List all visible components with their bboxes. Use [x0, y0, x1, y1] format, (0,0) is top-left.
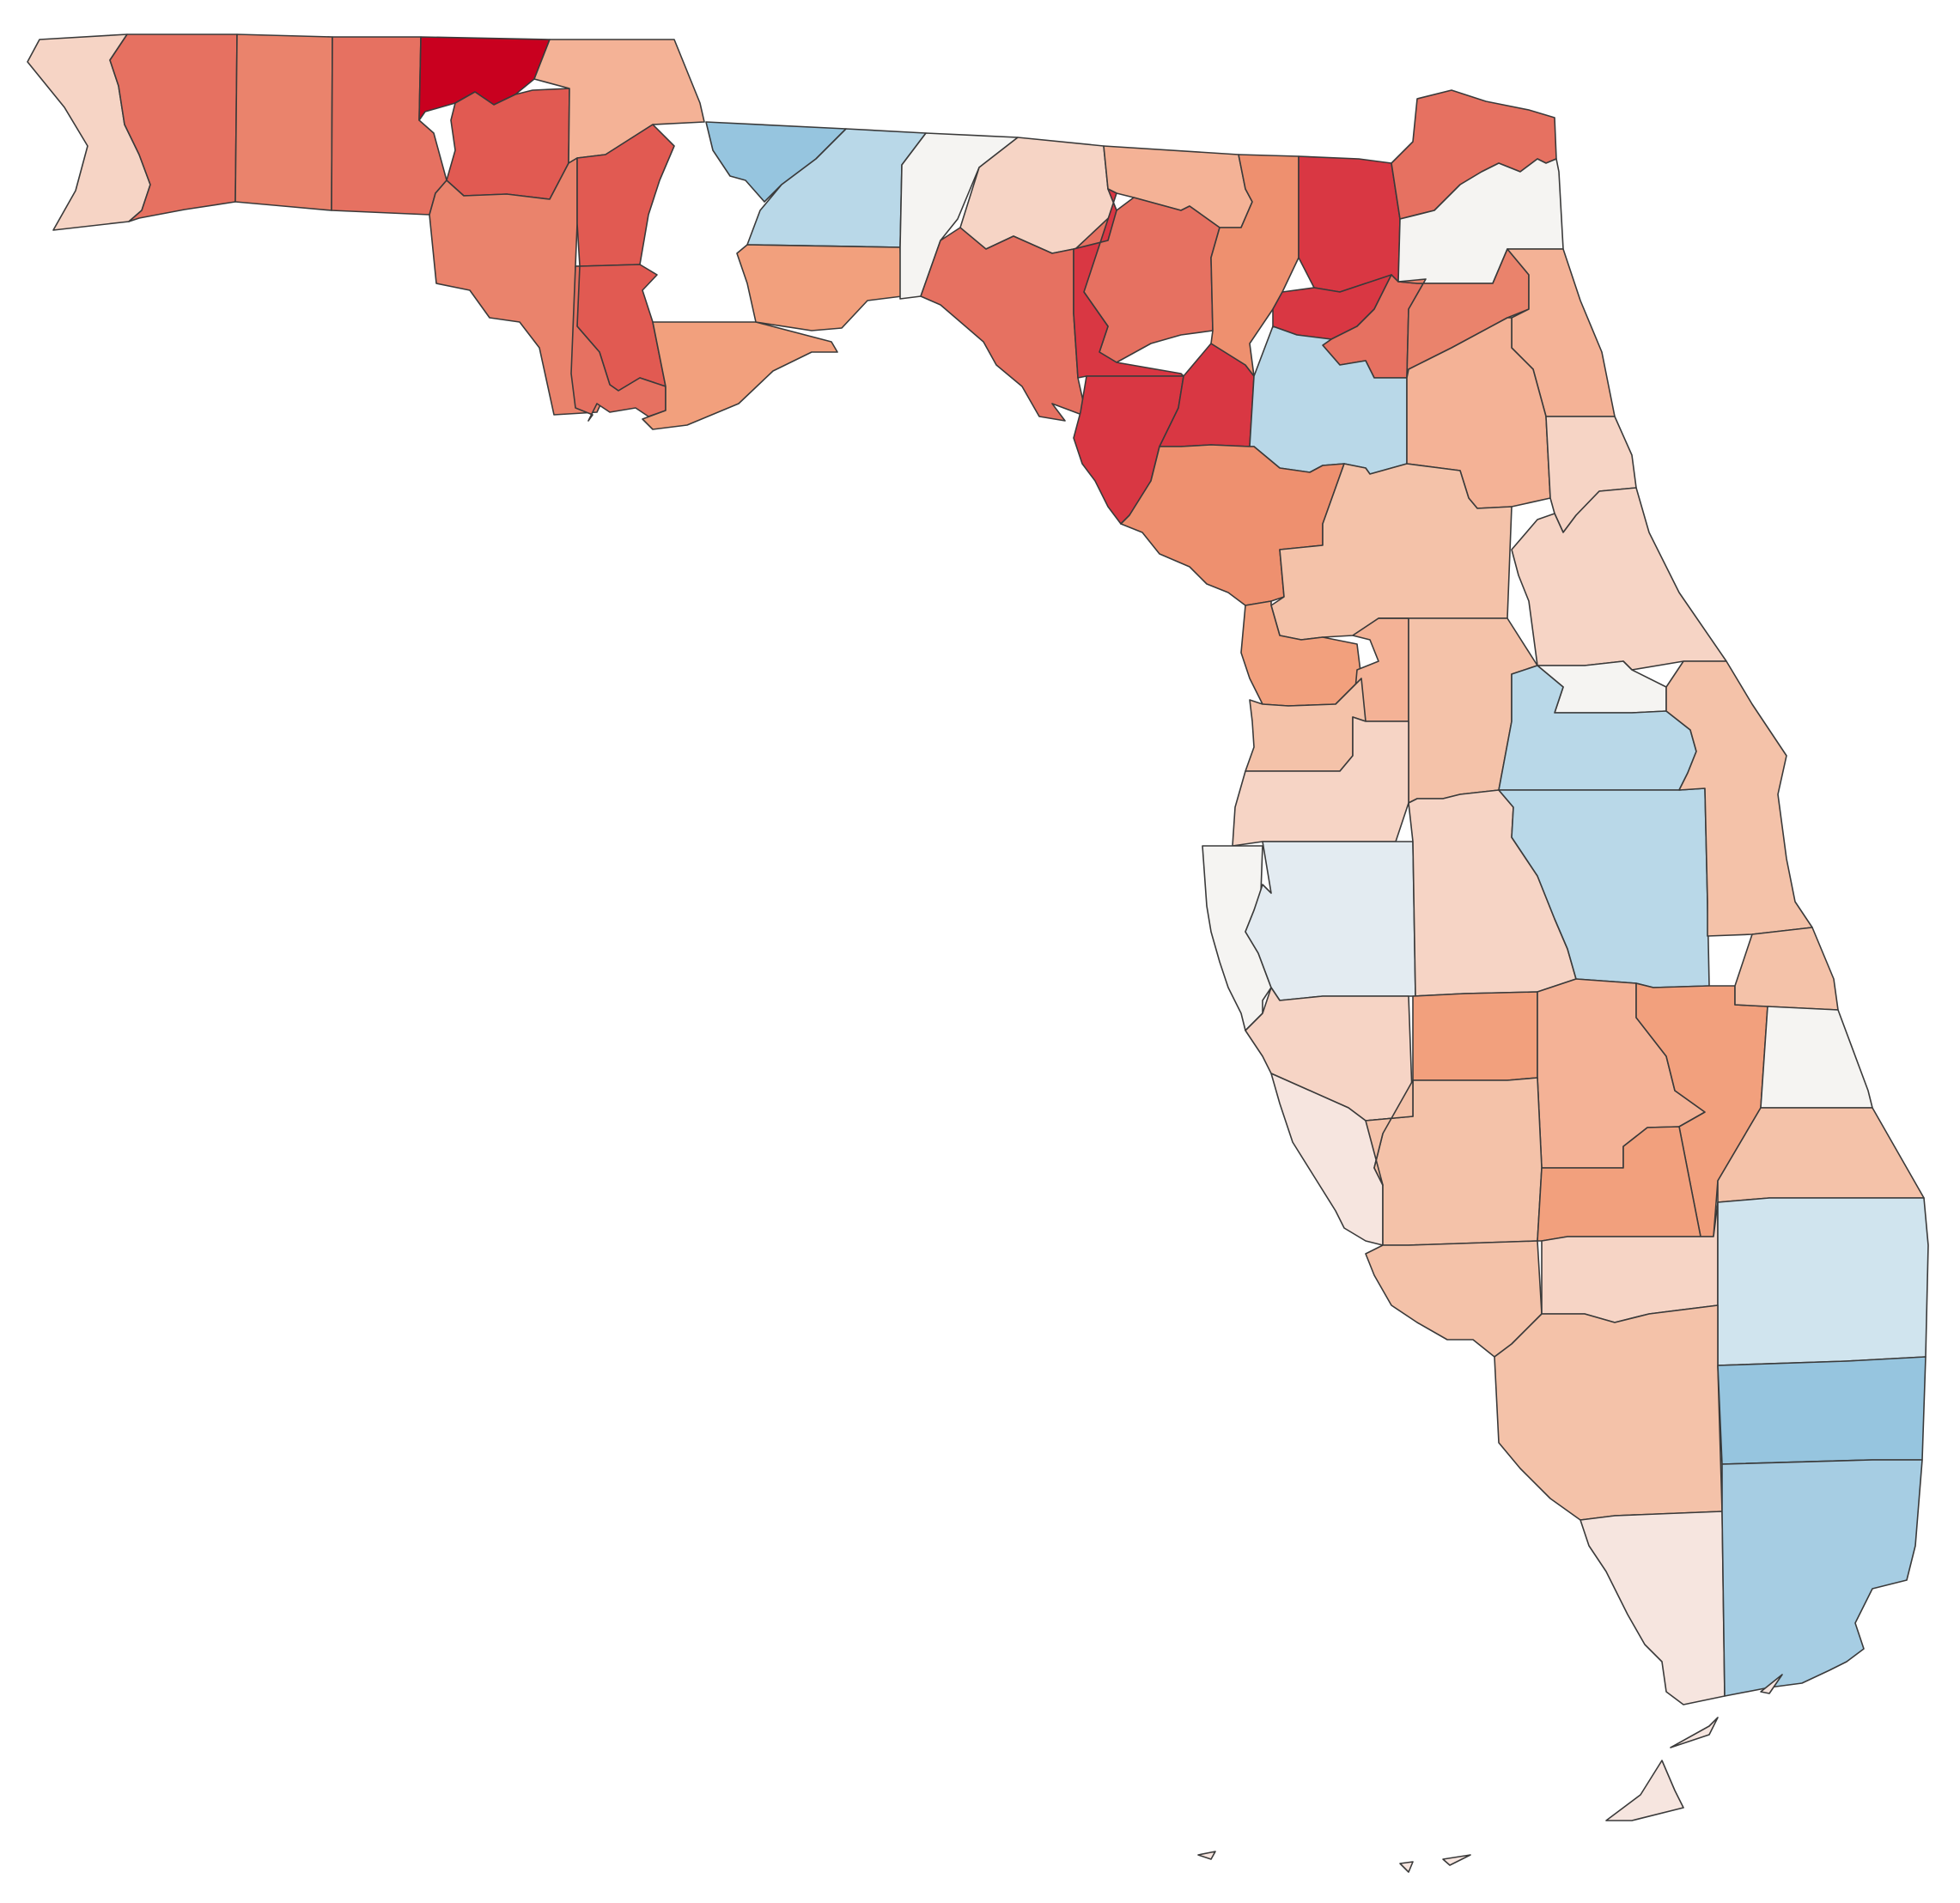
county-shapes — [27, 33, 1929, 1873]
county-miami-dade — [1721, 1459, 1923, 1697]
county-volusia — [1511, 487, 1727, 671]
county-st-lucie — [1760, 1006, 1873, 1109]
county-lee — [1365, 1240, 1543, 1358]
keys-island-2 — [1670, 1717, 1719, 1748]
county-hardee — [1412, 991, 1538, 1081]
county-citrus — [1240, 600, 1362, 707]
keys-island-6 — [1197, 1851, 1216, 1860]
keys-island-4 — [1442, 1854, 1471, 1866]
county-indian-river — [1734, 927, 1839, 1011]
county-washington — [446, 88, 570, 200]
keys-island-1 — [1605, 1760, 1684, 1821]
county-okaloosa — [234, 33, 333, 211]
county-okeechobee — [1635, 982, 1768, 1237]
county-pasco — [1232, 716, 1409, 847]
county-baker — [1298, 155, 1401, 293]
keys-island-5 — [1399, 1861, 1414, 1873]
county-wakulla — [736, 244, 903, 331]
county-palm-beach — [1717, 1197, 1929, 1366]
keys-island-3 — [1760, 1674, 1783, 1694]
county-taylor — [920, 227, 1087, 422]
county-franklin — [642, 321, 838, 430]
county-charlotte — [1365, 1079, 1414, 1186]
county-calhoun — [576, 124, 675, 267]
county-hillsborough — [1245, 841, 1416, 1001]
county-monroe — [1580, 1511, 1726, 1705]
county-lafayette — [1073, 188, 1184, 379]
county-levy — [1120, 444, 1345, 606]
county-brevard — [1665, 660, 1813, 937]
county-glades — [1537, 1126, 1701, 1242]
county-collier — [1494, 1304, 1723, 1521]
county-broward — [1717, 1356, 1927, 1465]
